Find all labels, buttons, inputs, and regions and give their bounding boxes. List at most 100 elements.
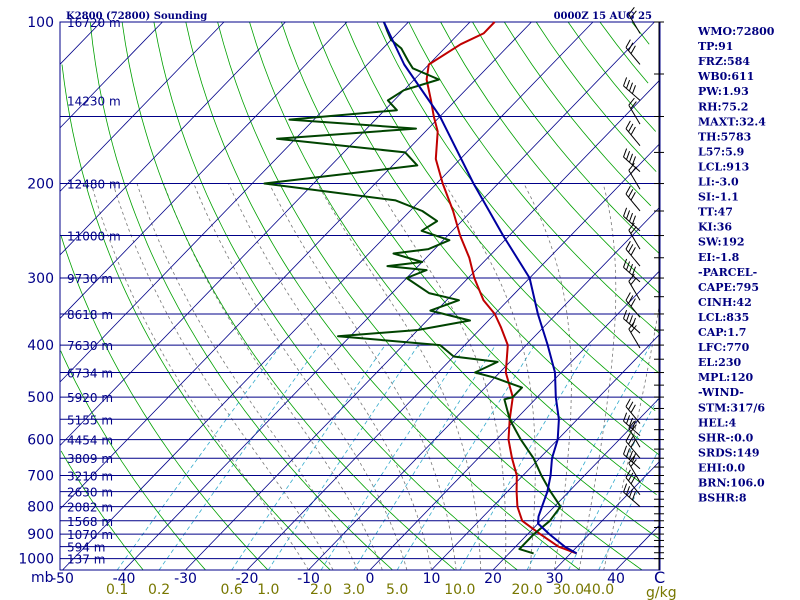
wind-barb-flag xyxy=(623,309,628,319)
index-value: TP:91 xyxy=(698,40,733,53)
isotherm-line xyxy=(369,270,661,571)
height-label: 2082 m xyxy=(67,501,113,515)
dry-adiabat-line xyxy=(153,21,518,571)
wind-barb-flag xyxy=(630,439,636,448)
pressure-tick-label: 100 xyxy=(27,15,54,31)
wind-barb-flag xyxy=(630,10,637,19)
index-value: HEL:4 xyxy=(698,416,737,429)
isotherm-line xyxy=(492,397,661,571)
isotherm-line xyxy=(59,21,225,192)
wind-barb-flag xyxy=(630,277,637,286)
dry-adiabat-line xyxy=(249,21,660,540)
pressure-tick-label: 400 xyxy=(27,338,54,354)
dry-adiabat-line xyxy=(535,21,657,172)
wind-barb-flag xyxy=(625,261,631,271)
mixing-ratio-tick-label: 20.0 xyxy=(511,582,542,598)
dewpoint-profile-line xyxy=(263,21,562,555)
wind-barb-flag xyxy=(628,420,635,429)
index-value: EHI:0.0 xyxy=(698,461,745,474)
temperature-unit-label: C xyxy=(654,568,665,587)
index-value: SHR-:0.0 xyxy=(698,431,754,444)
index-value: MPL:120 xyxy=(698,371,754,384)
temperature-tick-label: -50 xyxy=(51,571,74,587)
index-value: LCL:835 xyxy=(698,311,749,324)
isotherms xyxy=(59,21,661,571)
height-label: 2630 m xyxy=(67,486,113,500)
height-label: 137 m xyxy=(67,553,105,567)
wind-barb-flag xyxy=(623,207,628,217)
mixing-ratio-tick-label: 40.0 xyxy=(583,582,614,598)
dry-adiabat-line xyxy=(60,350,206,571)
wind-barb-flag xyxy=(630,45,636,54)
index-value: SRDS:149 xyxy=(698,446,760,459)
wind-barb-flag xyxy=(628,321,635,330)
height-label: 3210 m xyxy=(67,470,113,484)
dry-adiabat-line xyxy=(599,21,649,84)
mixing-ratio-line xyxy=(396,344,535,571)
height-label: 14230 m xyxy=(67,94,121,108)
temperature-tick-labels: -50 -40 -30 -20 -10 0 10 20 30 40 xyxy=(51,571,625,587)
mixing-ratio-tick-label: 0.2 xyxy=(148,582,170,598)
wind-barb-flag xyxy=(628,123,634,133)
wind-barb-flag xyxy=(630,475,636,485)
index-value: BRN:106.0 xyxy=(698,477,765,490)
temperature-tick-label: 0 xyxy=(366,571,375,587)
index-value: STM:317/6 xyxy=(698,401,765,414)
index-value: WB0:611 xyxy=(697,70,754,83)
wind-barb-flag xyxy=(625,210,631,220)
mixing-ratio-line xyxy=(267,344,419,571)
wind-barb-flag xyxy=(625,415,631,424)
isotherm-line xyxy=(59,21,286,256)
temperature-tick-label: -30 xyxy=(174,571,197,587)
mixing-ratio-tick-label: 0.1 xyxy=(106,582,128,598)
mixing-ratio-lines xyxy=(116,344,660,571)
wind-barb-flag xyxy=(630,226,637,234)
wind-barb-flag xyxy=(628,273,635,282)
isotherm-line xyxy=(615,524,661,571)
temperature-tick-label: -20 xyxy=(236,571,259,587)
temperature-tick-label: 40 xyxy=(607,571,625,587)
wind-barb-flag xyxy=(628,222,635,231)
isotherm-line xyxy=(59,21,532,510)
height-label: 5920 m xyxy=(67,391,113,405)
dry-adiabat-line xyxy=(344,21,656,412)
height-label: 594 m xyxy=(67,541,105,555)
wind-barb-flag xyxy=(625,312,631,322)
wind-barb-flag xyxy=(625,433,631,442)
moist-adiabat-line xyxy=(578,183,617,571)
pressure-unit-label: mb xyxy=(31,570,54,586)
wind-barb-flag xyxy=(631,266,636,276)
wind-barb-flag xyxy=(623,148,628,158)
pressure-tick-label: 900 xyxy=(27,527,54,543)
wind-barb-flag xyxy=(631,420,636,430)
wind-barb-flag xyxy=(630,404,636,413)
wind-barb-flag xyxy=(628,401,634,410)
wind-barb-flag xyxy=(631,491,636,501)
pressure-tick-label: 1000 xyxy=(18,552,54,568)
wind-barb-flag xyxy=(628,212,634,222)
moist-adiabat-line xyxy=(112,183,334,571)
sounding-indices-panel: WMO:72800 TP:91 FRZ:584 WB0:611 PW:1.93 RH:75… xyxy=(697,25,775,505)
isotherm-line xyxy=(59,21,102,65)
wind-barb-flag xyxy=(628,450,634,460)
wind-barb-flag xyxy=(625,79,631,89)
wind-barb-flag xyxy=(625,241,631,250)
wind-barb-flag xyxy=(630,126,636,136)
index-value: MAXT:32.4 xyxy=(698,115,766,128)
wind-barb-flag xyxy=(630,192,636,201)
isotherm-line xyxy=(123,21,655,571)
isobars xyxy=(60,21,660,560)
isotherm-line xyxy=(431,333,661,571)
wind-barb-flag xyxy=(630,298,636,307)
chart-datetime: 0000Z 15 AUG 25 xyxy=(554,11,652,22)
wind-barb-flag xyxy=(625,39,631,48)
height-label: 7630 m xyxy=(67,339,113,353)
temperature-tick-label: 30 xyxy=(546,571,564,587)
mixing-ratio-tick-label: 0.6 xyxy=(221,582,243,598)
pressure-tick-label: 300 xyxy=(27,271,54,287)
height-label: 12480 m xyxy=(67,178,121,192)
mixing-ratio-tick-label: 2.0 xyxy=(310,582,332,598)
height-label: 9730 m xyxy=(67,272,113,286)
chart-title: K2800 (72800) Sounding xyxy=(66,11,207,22)
mixing-ratio-tick-label: 5.0 xyxy=(386,582,408,598)
